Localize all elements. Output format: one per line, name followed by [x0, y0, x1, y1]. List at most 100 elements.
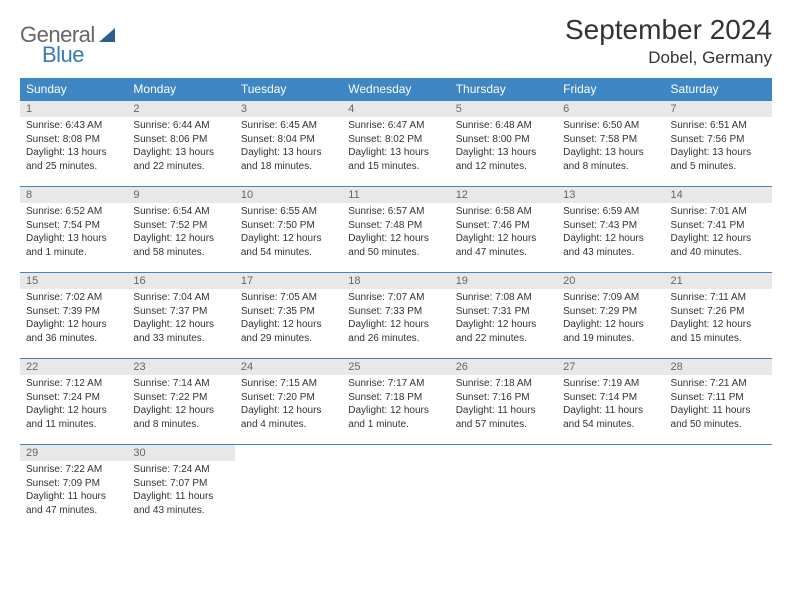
logo-text-blue: Blue	[42, 42, 84, 68]
day-details: Sunrise: 7:07 AMSunset: 7:33 PMDaylight:…	[342, 289, 449, 347]
sunrise-text: Sunrise: 6:47 AM	[348, 119, 443, 133]
calendar-cell: 3Sunrise: 6:45 AMSunset: 8:04 PMDaylight…	[235, 101, 342, 187]
daylight-text: Daylight: 12 hours and 50 minutes.	[348, 232, 443, 259]
sunset-text: Sunset: 7:24 PM	[26, 391, 121, 405]
sunrise-text: Sunrise: 6:51 AM	[671, 119, 766, 133]
daylight-text: Daylight: 12 hours and 22 minutes.	[456, 318, 551, 345]
daylight-text: Daylight: 13 hours and 12 minutes.	[456, 146, 551, 173]
day-number: 29	[20, 445, 127, 461]
sunrise-text: Sunrise: 6:58 AM	[456, 205, 551, 219]
weekday-header: Friday	[557, 78, 664, 101]
day-number: 25	[342, 359, 449, 375]
day-details: Sunrise: 7:15 AMSunset: 7:20 PMDaylight:…	[235, 375, 342, 433]
calendar-cell: 7Sunrise: 6:51 AMSunset: 7:56 PMDaylight…	[665, 101, 772, 187]
weekday-header: Tuesday	[235, 78, 342, 101]
day-number: 19	[450, 273, 557, 289]
sunset-text: Sunset: 7:41 PM	[671, 219, 766, 233]
sunrise-text: Sunrise: 6:52 AM	[26, 205, 121, 219]
sunrise-text: Sunrise: 7:01 AM	[671, 205, 766, 219]
sunrise-text: Sunrise: 6:57 AM	[348, 205, 443, 219]
day-details: Sunrise: 6:45 AMSunset: 8:04 PMDaylight:…	[235, 117, 342, 175]
daylight-text: Daylight: 13 hours and 25 minutes.	[26, 146, 121, 173]
day-details: Sunrise: 6:50 AMSunset: 7:58 PMDaylight:…	[557, 117, 664, 175]
day-number: 7	[665, 101, 772, 117]
day-number: 11	[342, 187, 449, 203]
daylight-text: Daylight: 11 hours and 50 minutes.	[671, 404, 766, 431]
sunrise-text: Sunrise: 7:09 AM	[563, 291, 658, 305]
day-details: Sunrise: 6:48 AMSunset: 8:00 PMDaylight:…	[450, 117, 557, 175]
calendar-cell: 17Sunrise: 7:05 AMSunset: 7:35 PMDayligh…	[235, 273, 342, 359]
daylight-text: Daylight: 11 hours and 43 minutes.	[133, 490, 228, 517]
calendar-cell: 20Sunrise: 7:09 AMSunset: 7:29 PMDayligh…	[557, 273, 664, 359]
calendar-cell: 18Sunrise: 7:07 AMSunset: 7:33 PMDayligh…	[342, 273, 449, 359]
day-details: Sunrise: 6:54 AMSunset: 7:52 PMDaylight:…	[127, 203, 234, 261]
day-number: 9	[127, 187, 234, 203]
daylight-text: Daylight: 12 hours and 54 minutes.	[241, 232, 336, 259]
sunrise-text: Sunrise: 7:07 AM	[348, 291, 443, 305]
calendar-cell: 8Sunrise: 6:52 AMSunset: 7:54 PMDaylight…	[20, 187, 127, 273]
sunset-text: Sunset: 7:39 PM	[26, 305, 121, 319]
sunset-text: Sunset: 7:43 PM	[563, 219, 658, 233]
daylight-text: Daylight: 13 hours and 1 minute.	[26, 232, 121, 259]
sunset-text: Sunset: 7:52 PM	[133, 219, 228, 233]
daylight-text: Daylight: 12 hours and 29 minutes.	[241, 318, 336, 345]
day-details: Sunrise: 6:43 AMSunset: 8:08 PMDaylight:…	[20, 117, 127, 175]
sunrise-text: Sunrise: 7:04 AM	[133, 291, 228, 305]
sunset-text: Sunset: 7:48 PM	[348, 219, 443, 233]
calendar-cell	[235, 445, 342, 531]
daylight-text: Daylight: 12 hours and 33 minutes.	[133, 318, 228, 345]
calendar-cell: 21Sunrise: 7:11 AMSunset: 7:26 PMDayligh…	[665, 273, 772, 359]
logo: General Blue	[20, 14, 115, 68]
day-details: Sunrise: 7:24 AMSunset: 7:07 PMDaylight:…	[127, 461, 234, 519]
sunset-text: Sunset: 7:26 PM	[671, 305, 766, 319]
sunset-text: Sunset: 7:46 PM	[456, 219, 551, 233]
calendar-cell: 12Sunrise: 6:58 AMSunset: 7:46 PMDayligh…	[450, 187, 557, 273]
day-number: 20	[557, 273, 664, 289]
calendar-row: 22Sunrise: 7:12 AMSunset: 7:24 PMDayligh…	[20, 359, 772, 445]
daylight-text: Daylight: 12 hours and 11 minutes.	[26, 404, 121, 431]
sunrise-text: Sunrise: 7:11 AM	[671, 291, 766, 305]
day-number: 5	[450, 101, 557, 117]
calendar-cell	[342, 445, 449, 531]
daylight-text: Daylight: 12 hours and 58 minutes.	[133, 232, 228, 259]
daylight-text: Daylight: 12 hours and 36 minutes.	[26, 318, 121, 345]
sunset-text: Sunset: 7:09 PM	[26, 477, 121, 491]
day-details: Sunrise: 7:05 AMSunset: 7:35 PMDaylight:…	[235, 289, 342, 347]
day-number: 30	[127, 445, 234, 461]
calendar-cell: 10Sunrise: 6:55 AMSunset: 7:50 PMDayligh…	[235, 187, 342, 273]
calendar-row: 1Sunrise: 6:43 AMSunset: 8:08 PMDaylight…	[20, 101, 772, 187]
day-details: Sunrise: 7:11 AMSunset: 7:26 PMDaylight:…	[665, 289, 772, 347]
sunset-text: Sunset: 7:22 PM	[133, 391, 228, 405]
sunset-text: Sunset: 7:33 PM	[348, 305, 443, 319]
day-details: Sunrise: 6:59 AMSunset: 7:43 PMDaylight:…	[557, 203, 664, 261]
day-number: 4	[342, 101, 449, 117]
sunrise-text: Sunrise: 6:55 AM	[241, 205, 336, 219]
sunrise-text: Sunrise: 7:14 AM	[133, 377, 228, 391]
sunset-text: Sunset: 7:18 PM	[348, 391, 443, 405]
sunset-text: Sunset: 7:20 PM	[241, 391, 336, 405]
sunset-text: Sunset: 7:37 PM	[133, 305, 228, 319]
calendar-cell: 26Sunrise: 7:18 AMSunset: 7:16 PMDayligh…	[450, 359, 557, 445]
day-details: Sunrise: 7:04 AMSunset: 7:37 PMDaylight:…	[127, 289, 234, 347]
day-details: Sunrise: 6:47 AMSunset: 8:02 PMDaylight:…	[342, 117, 449, 175]
calendar-cell: 30Sunrise: 7:24 AMSunset: 7:07 PMDayligh…	[127, 445, 234, 531]
day-number: 24	[235, 359, 342, 375]
daylight-text: Daylight: 11 hours and 47 minutes.	[26, 490, 121, 517]
sunrise-text: Sunrise: 7:19 AM	[563, 377, 658, 391]
calendar-cell: 1Sunrise: 6:43 AMSunset: 8:08 PMDaylight…	[20, 101, 127, 187]
logo-triangle-icon	[99, 28, 115, 42]
daylight-text: Daylight: 12 hours and 1 minute.	[348, 404, 443, 431]
weekday-header: Saturday	[665, 78, 772, 101]
daylight-text: Daylight: 12 hours and 4 minutes.	[241, 404, 336, 431]
sunset-text: Sunset: 7:56 PM	[671, 133, 766, 147]
daylight-text: Daylight: 12 hours and 15 minutes.	[671, 318, 766, 345]
weekday-header: Sunday	[20, 78, 127, 101]
day-number: 22	[20, 359, 127, 375]
day-number: 13	[557, 187, 664, 203]
sunset-text: Sunset: 7:58 PM	[563, 133, 658, 147]
calendar-row: 15Sunrise: 7:02 AMSunset: 7:39 PMDayligh…	[20, 273, 772, 359]
sunrise-text: Sunrise: 6:54 AM	[133, 205, 228, 219]
daylight-text: Daylight: 12 hours and 47 minutes.	[456, 232, 551, 259]
calendar-cell: 19Sunrise: 7:08 AMSunset: 7:31 PMDayligh…	[450, 273, 557, 359]
daylight-text: Daylight: 12 hours and 8 minutes.	[133, 404, 228, 431]
